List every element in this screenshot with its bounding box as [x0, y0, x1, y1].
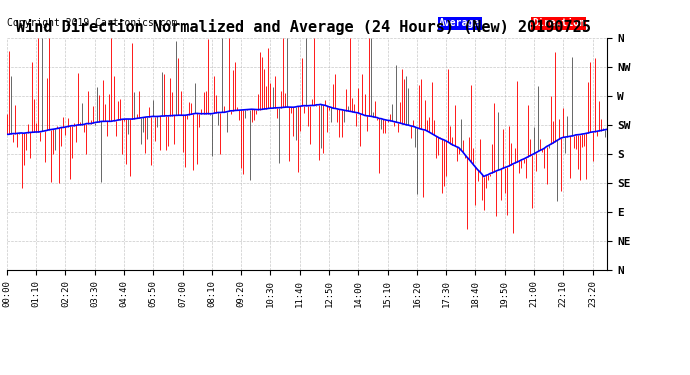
Text: Copyright 2019 Cartronics.com: Copyright 2019 Cartronics.com — [7, 18, 177, 28]
Text: Direction: Direction — [532, 18, 585, 28]
Text: Wind Direction Normalized and Average (24 Hours) (New) 20190725: Wind Direction Normalized and Average (2… — [16, 19, 591, 35]
Text: Average: Average — [439, 18, 480, 28]
